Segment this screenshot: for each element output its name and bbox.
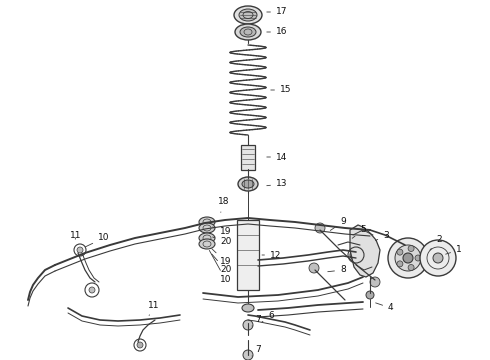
Text: 15: 15 bbox=[271, 85, 292, 94]
Ellipse shape bbox=[238, 177, 258, 191]
Text: 16: 16 bbox=[267, 27, 288, 36]
Ellipse shape bbox=[433, 253, 443, 263]
Ellipse shape bbox=[240, 27, 256, 37]
Ellipse shape bbox=[239, 9, 257, 21]
Ellipse shape bbox=[395, 245, 421, 271]
Bar bbox=[241, 145, 255, 170]
Text: 7: 7 bbox=[252, 346, 261, 356]
Ellipse shape bbox=[235, 24, 261, 40]
Circle shape bbox=[397, 261, 403, 267]
Text: 1: 1 bbox=[445, 246, 462, 255]
Polygon shape bbox=[350, 225, 380, 277]
Ellipse shape bbox=[234, 6, 262, 24]
Circle shape bbox=[315, 223, 325, 233]
Text: 12: 12 bbox=[262, 251, 281, 260]
Circle shape bbox=[309, 263, 319, 273]
Ellipse shape bbox=[388, 238, 428, 278]
Circle shape bbox=[408, 246, 414, 252]
Text: 3: 3 bbox=[375, 230, 389, 241]
Ellipse shape bbox=[403, 253, 413, 263]
Text: 20: 20 bbox=[212, 254, 231, 274]
Text: 4: 4 bbox=[376, 303, 393, 312]
Text: 5: 5 bbox=[352, 225, 366, 238]
Circle shape bbox=[415, 255, 421, 261]
Ellipse shape bbox=[350, 250, 362, 260]
Ellipse shape bbox=[199, 223, 215, 233]
Text: 13: 13 bbox=[267, 180, 288, 189]
Circle shape bbox=[370, 277, 380, 287]
Circle shape bbox=[137, 342, 143, 348]
Text: 2: 2 bbox=[430, 235, 441, 250]
Circle shape bbox=[366, 291, 374, 299]
Text: 11: 11 bbox=[70, 230, 81, 239]
Ellipse shape bbox=[242, 180, 254, 188]
Text: 19: 19 bbox=[212, 249, 231, 266]
Text: 10: 10 bbox=[209, 251, 231, 284]
Text: 18: 18 bbox=[218, 198, 229, 212]
Text: 7: 7 bbox=[252, 315, 261, 326]
Circle shape bbox=[77, 247, 83, 253]
Circle shape bbox=[89, 287, 95, 293]
Ellipse shape bbox=[199, 217, 215, 227]
Ellipse shape bbox=[199, 239, 215, 249]
Text: 10: 10 bbox=[85, 234, 109, 247]
Bar bbox=[237, 220, 259, 290]
Text: 14: 14 bbox=[267, 153, 287, 162]
Text: 20: 20 bbox=[213, 237, 231, 247]
Ellipse shape bbox=[242, 304, 254, 312]
Circle shape bbox=[243, 320, 253, 330]
Circle shape bbox=[397, 249, 403, 255]
Text: 11: 11 bbox=[148, 301, 160, 315]
Text: 17: 17 bbox=[267, 8, 288, 17]
Circle shape bbox=[243, 350, 253, 360]
Text: 8: 8 bbox=[328, 266, 346, 274]
Ellipse shape bbox=[420, 240, 456, 276]
Circle shape bbox=[408, 265, 414, 270]
Text: 9: 9 bbox=[330, 217, 346, 230]
Ellipse shape bbox=[199, 233, 215, 243]
Text: 19: 19 bbox=[213, 227, 231, 237]
Text: 6: 6 bbox=[262, 311, 274, 322]
